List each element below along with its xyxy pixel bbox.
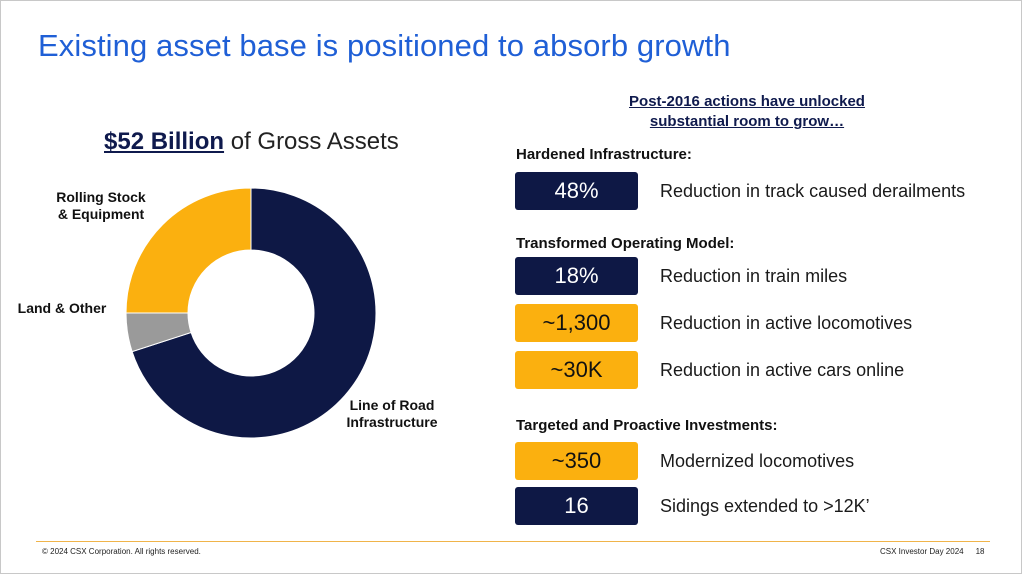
donut-slice-line-of-road xyxy=(131,187,377,439)
footer-copyright: © 2024 CSX Corporation. All rights reser… xyxy=(42,547,201,556)
slide-title: Existing asset base is positioned to abs… xyxy=(38,28,731,63)
assets-heading: $52 Billion of Gross Assets xyxy=(104,128,399,156)
stat-label-cars-online: Reduction in active cars online xyxy=(660,360,905,380)
stat-value-locomotives: ~1,300 xyxy=(515,304,638,342)
stat-label-train-miles: Reduction in train miles xyxy=(660,266,848,286)
legend-label-land-other: Land & Other xyxy=(17,300,107,316)
right-panel-heading: Post-2016 actions have unlocked substanti… xyxy=(629,93,865,130)
stat-label-derailments: Reduction in track caused derailments xyxy=(660,181,966,201)
stat-value-sidings: 16 xyxy=(515,487,638,525)
donut-chart xyxy=(125,187,377,439)
stat-value-cars-online: ~30K xyxy=(515,351,638,389)
stat-value-modernized-locomotives: ~350 xyxy=(515,442,638,480)
section-heading-investments: Targeted and Proactive Investments: xyxy=(516,417,778,434)
assets-amount: $52 Billion xyxy=(104,128,225,155)
assets-suffix: of Gross Assets xyxy=(224,128,399,155)
legend-label-rolling-stock: Rolling Stock & Equipment xyxy=(56,189,146,222)
footer-divider xyxy=(36,541,990,542)
stat-label-locomotives: Reduction in active locomotives xyxy=(660,313,913,333)
stat-value-derailments: 48% xyxy=(515,172,638,210)
stat-label-sidings: Sidings extended to >12K’ xyxy=(660,496,870,516)
section-heading-operating-model: Transformed Operating Model: xyxy=(516,235,735,252)
section-heading-hardened-infrastructure: Hardened Infrastructure: xyxy=(516,146,692,163)
page-number: 18 xyxy=(975,547,985,556)
stat-label-modernized-locomotives: Modernized locomotives xyxy=(660,451,855,471)
stat-value-train-miles: 18% xyxy=(515,257,638,295)
donut-slice-rolling-stock xyxy=(125,187,252,314)
footer-event: CSX Investor Day 2024 18 xyxy=(880,547,985,556)
legend-label-line-of-road: Line of Road Infrastructure xyxy=(346,397,438,430)
